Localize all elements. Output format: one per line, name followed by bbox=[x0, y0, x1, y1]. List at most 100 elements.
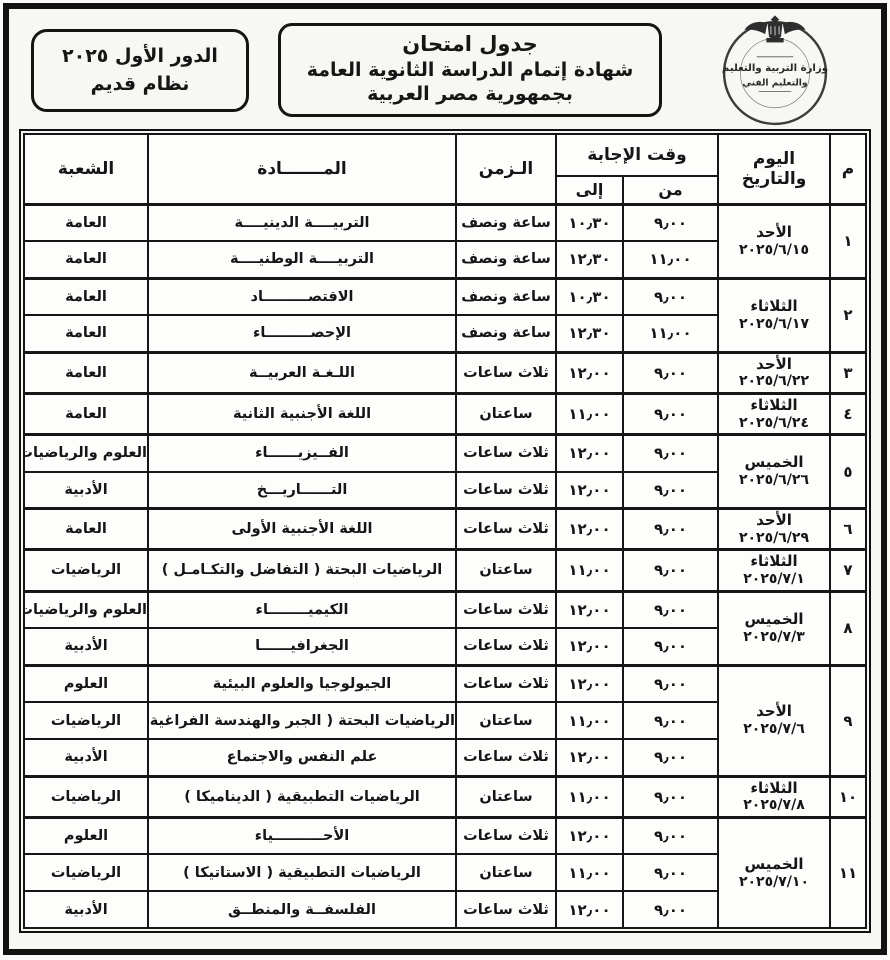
subject-cell: الجغرافيــــــا bbox=[147, 627, 457, 666]
ministry-seal: MINISTRY OF EDUCATION AND TECHNICAL EDUC… bbox=[689, 4, 859, 130]
date-value: ٢٠٢٥/٦/٢٦ bbox=[738, 472, 810, 489]
branch-cell: العامة bbox=[23, 240, 149, 279]
schedule-row: ٩٫٠٠ ١٢٫٠٠ ثلاث ساعات الجغرافيــــــا الأدبي… bbox=[23, 627, 866, 666]
session-round-label: الدور الأول ٢٠٢٥ bbox=[62, 44, 218, 67]
duration-cell: ساعة ونصف bbox=[455, 240, 557, 279]
time-to-cell: ١٠٫٣٠ bbox=[555, 276, 624, 316]
schedule-table: م اليوم والتاريخ وقت الإجابة الـزمن المـ… bbox=[23, 133, 867, 930]
time-from-cell: ١١٫٠٠ bbox=[622, 314, 719, 353]
schedule-row: ٤ الثلاثاء ٢٠٢٥/٦/٢٤ ٩٫٠٠ ١١٫٠٠ ساعتان اللغة ا… bbox=[23, 391, 867, 436]
schedule-row: ١١ الخميس ٢٠٢٥/٧/١٠ ٩٫٠٠ ١٢٫٠٠ ثلاث ساعات الأح… bbox=[23, 815, 867, 930]
eagle-icon bbox=[744, 15, 806, 43]
duration-cell: ثلاث ساعات bbox=[455, 663, 557, 703]
day-date-cell: الأحد ٢٠٢٥/٦/١٥ bbox=[717, 202, 831, 279]
time-to-cell: ١٢٫٠٠ bbox=[555, 433, 624, 473]
header-serial: م bbox=[829, 133, 867, 205]
serial-cell: ٨ bbox=[829, 589, 867, 666]
day-date-cell: الخميس ٢٠٢٥/٧/١٠ bbox=[717, 815, 831, 930]
serial-cell: ٥ bbox=[829, 433, 867, 510]
exam-title-line1: جدول امتحان bbox=[402, 32, 538, 57]
day-date-cell: الثلاثاء ٢٠٢٥/٦/١٧ bbox=[717, 276, 831, 353]
time-from-cell: ٩٫٠٠ bbox=[622, 506, 719, 551]
date-value: ٢٠٢٥/٧/٦ bbox=[743, 721, 805, 738]
day-date-cell: الأحد ٢٠٢٥/٦/٢٢ bbox=[717, 350, 831, 395]
exam-header: MINISTRY OF EDUCATION AND TECHNICAL EDUC… bbox=[17, 4, 873, 130]
duration-cell: ثلاث ساعات bbox=[455, 589, 557, 629]
branch-cell: الرياضيات bbox=[23, 853, 149, 893]
branch-cell: العامة bbox=[23, 202, 149, 242]
date-value: ٢٠٢٥/٧/٣ bbox=[743, 628, 805, 645]
time-from-cell: ٩٫٠٠ bbox=[622, 548, 719, 593]
duration-cell: ثلاث ساعات bbox=[455, 470, 557, 510]
serial-cell: ٧ bbox=[829, 548, 867, 593]
schedule-row: ٩٫٠٠ ١٢٫٠٠ ثلاث ساعات الفلسفــة والمنطــق ال… bbox=[23, 890, 866, 930]
time-from-cell: ١١٫٠٠ bbox=[622, 240, 719, 279]
day-name: الخميس bbox=[744, 609, 804, 628]
branch-cell: العلوم bbox=[23, 815, 149, 856]
branch-cell: الأدبية bbox=[23, 890, 149, 930]
time-to-cell: ١١٫٠٠ bbox=[555, 391, 624, 436]
subject-cell: اللغة الأجنبية الثانية bbox=[147, 391, 457, 436]
subject-cell: الكيميــــــــاء bbox=[147, 589, 457, 629]
time-to-cell: ١١٫٠٠ bbox=[555, 774, 624, 819]
schedule-row: ١ الأحد ٢٠٢٥/٦/١٥ ٩٫٠٠ ١٠٫٣٠ ساعة ونصف التربيـ… bbox=[23, 202, 867, 279]
schedule-row: ٩٫٠٠ ١١٫٠٠ ساعتان الرياضيات البحتة ( الجبر … bbox=[23, 701, 866, 740]
serial-cell: ١٠ bbox=[829, 774, 867, 819]
schedule-row: ٣ الأحد ٢٠٢٥/٦/٢٢ ٩٫٠٠ ١٢٫٠٠ ثلاث ساعات اللـغـ… bbox=[23, 350, 867, 395]
time-from-cell: ٩٫٠٠ bbox=[622, 663, 719, 703]
date-value: ٢٠٢٥/٧/١ bbox=[743, 571, 805, 587]
schedule-row: ٦ الأحد ٢٠٢٥/٦/٢٩ ٩٫٠٠ ١٢٫٠٠ ثلاث ساعات اللغة … bbox=[23, 506, 867, 551]
subject-cell: الفــيزيــــــاء bbox=[147, 433, 457, 473]
time-to-cell: ١٢٫٠٠ bbox=[555, 589, 624, 629]
time-from-cell: ٩٫٠٠ bbox=[622, 470, 719, 510]
session-box: الدور الأول ٢٠٢٥ نظام قديم bbox=[31, 28, 249, 112]
exam-title-line3: بجمهورية مصر العربية bbox=[367, 83, 573, 106]
branch-cell: العامة bbox=[23, 391, 149, 436]
svg-text:MINISTRY OF EDUCATION AND TECH: MINISTRY OF EDUCATION AND TECHNICAL EDUC… bbox=[691, 12, 698, 14]
time-from-cell: ٩٫٠٠ bbox=[622, 701, 719, 740]
header-day-date: اليوم والتاريخ bbox=[717, 133, 831, 205]
time-to-cell: ١٢٫٠٠ bbox=[555, 627, 624, 666]
subject-cell: الأحــــــــــياء bbox=[147, 815, 457, 856]
branch-cell: العامة bbox=[23, 314, 149, 353]
time-from-cell: ٩٫٠٠ bbox=[622, 890, 719, 930]
header-from: من bbox=[622, 175, 719, 205]
subject-cell: الفلسفــة والمنطــق bbox=[147, 890, 457, 930]
time-to-cell: ١٢٫٠٠ bbox=[555, 506, 624, 551]
page-frame: MINISTRY OF EDUCATION AND TECHNICAL EDUC… bbox=[3, 3, 887, 955]
duration-cell: ساعتان bbox=[455, 701, 557, 740]
duration-cell: ساعة ونصف bbox=[455, 314, 557, 353]
time-to-cell: ١٢٫٠٠ bbox=[555, 470, 624, 510]
duration-cell: ثلاث ساعات bbox=[455, 738, 557, 777]
day-date-cell: الثلاثاء ٢٠٢٥/٧/١ bbox=[717, 548, 831, 593]
branch-cell: العلوم والرياضيات bbox=[23, 589, 149, 629]
branch-cell: العامة bbox=[23, 276, 149, 316]
day-date-cell: الثلاثاء ٢٠٢٥/٧/٨ bbox=[717, 774, 831, 819]
duration-cell: ساعة ونصف bbox=[455, 276, 557, 316]
duration-cell: ساعتان bbox=[455, 853, 557, 893]
date-value: ٢٠٢٥/٧/٨ bbox=[743, 797, 805, 814]
subject-cell: الرياضيات التطبيقية ( الاستاتيكا ) bbox=[147, 853, 457, 893]
serial-cell: ١ bbox=[829, 202, 867, 279]
duration-cell: ثلاث ساعات bbox=[455, 350, 557, 395]
schedule-row: ٥ الخميس ٢٠٢٥/٦/٢٦ ٩٫٠٠ ١٢٫٠٠ ثلاث ساعات الفــ… bbox=[23, 433, 867, 510]
duration-cell: ثلاث ساعات bbox=[455, 506, 557, 551]
exam-title-line2: شهادة إتمام الدراسة الثانوية العامة bbox=[306, 59, 634, 82]
serial-cell: ٤ bbox=[829, 391, 867, 436]
day-name: الأحد bbox=[756, 222, 792, 241]
schedule-table-frame: م اليوم والتاريخ وقت الإجابة الـزمن المـ… bbox=[19, 129, 871, 934]
schedule-row: ١٠ الثلاثاء ٢٠٢٥/٧/٨ ٩٫٠٠ ١١٫٠٠ ساعتان الرياضي… bbox=[23, 774, 867, 819]
duration-cell: ثلاث ساعات bbox=[455, 890, 557, 930]
header-to: إلى bbox=[555, 175, 624, 205]
branch-cell: الأدبية bbox=[23, 627, 149, 666]
date-value: ٢٠٢٥/٦/٢٩ bbox=[738, 529, 810, 546]
day-name: الأحد bbox=[756, 702, 792, 721]
day-name: الخميس bbox=[744, 453, 804, 472]
session-system-label: نظام قديم bbox=[90, 73, 190, 95]
branch-cell: العامة bbox=[23, 506, 149, 551]
header-duration: الـزمن bbox=[455, 133, 557, 205]
ministry-seal-icon: MINISTRY OF EDUCATION AND TECHNICAL EDUC… bbox=[689, 4, 828, 126]
schedule-row: ٩ الأحد ٢٠٢٥/٧/٦ ٩٫٠٠ ١٢٫٠٠ ثلاث ساعات الجيولو… bbox=[23, 663, 867, 777]
schedule-row: ٨ الخميس ٢٠٢٥/٧/٣ ٩٫٠٠ ١٢٫٠٠ ثلاث ساعات الكيمي… bbox=[23, 589, 867, 666]
subject-cell: الجيولوجيا والعلوم البيئية bbox=[147, 663, 457, 703]
